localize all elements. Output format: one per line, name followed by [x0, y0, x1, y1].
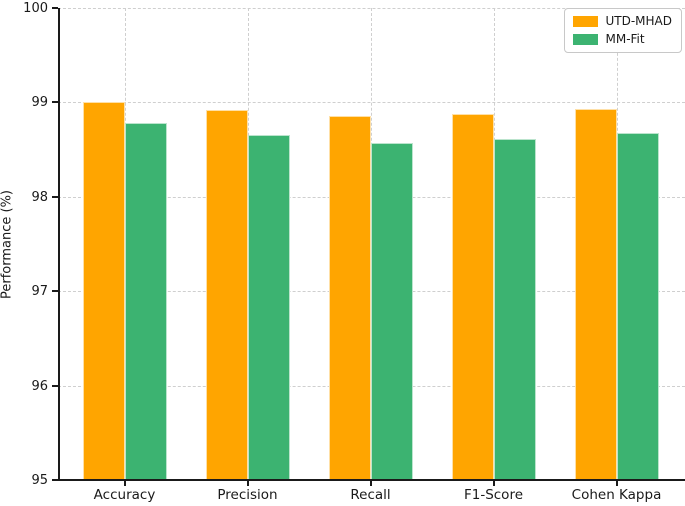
- h-gridline: [58, 8, 685, 9]
- y-tick-label: 100: [23, 1, 48, 16]
- y-tick-mark: [52, 195, 58, 198]
- x-tick-mark: [615, 481, 618, 486]
- plot-area: [58, 8, 685, 481]
- y-axis-line: [58, 8, 60, 480]
- y-tick-label: 96: [31, 378, 48, 394]
- h-gridline: [58, 102, 685, 104]
- legend: UTD-MHAD MM-Fit: [564, 8, 682, 53]
- x-tick-mark: [492, 481, 495, 486]
- x-tick-mark: [369, 481, 372, 486]
- x-tick-label: Cohen Kappa: [571, 487, 662, 503]
- legend-label: UTD-MHAD: [605, 14, 672, 28]
- bar-mm-fit-precision: [247, 134, 290, 480]
- x-tick-label: Precision: [217, 487, 278, 503]
- legend-item: MM-Fit: [573, 33, 672, 46]
- y-tick-mark: [52, 7, 58, 9]
- x-tick-mark: [246, 481, 249, 486]
- bar-mm-fit-accuracy: [124, 123, 167, 480]
- y-tick-mark: [52, 384, 58, 387]
- y-tick-mark: [52, 290, 58, 293]
- bar-utd-mhad-f1-score: [451, 113, 494, 480]
- y-tick-label: 95: [31, 473, 48, 488]
- y-tick-label: 98: [31, 189, 48, 205]
- y-tick-label: 99: [31, 95, 48, 111]
- legend-label: MM-Fit: [605, 32, 645, 46]
- bar-utd-mhad-precision: [205, 109, 248, 480]
- bar-utd-mhad-accuracy: [82, 102, 125, 480]
- y-tick-label: 97: [31, 284, 48, 300]
- bar-mm-fit-f1-score: [493, 139, 536, 480]
- bar-mm-fit-cohen-kappa: [616, 132, 659, 480]
- y-tick-mark: [52, 479, 58, 481]
- legend-swatch-icon: [573, 16, 599, 27]
- bar-utd-mhad-recall: [328, 115, 371, 480]
- x-axis-line: [58, 479, 685, 481]
- x-tick-label: F1-Score: [463, 487, 524, 503]
- x-tick-label: Accuracy: [93, 487, 156, 503]
- legend-item: UTD-MHAD: [573, 15, 672, 28]
- legend-swatch-icon: [573, 34, 599, 45]
- bar-mm-fit-recall: [370, 143, 413, 480]
- bar-utd-mhad-cohen-kappa: [574, 109, 617, 480]
- x-tick-mark: [123, 481, 126, 486]
- x-tick-label: Recall: [350, 487, 391, 503]
- y-tick-mark: [52, 101, 58, 104]
